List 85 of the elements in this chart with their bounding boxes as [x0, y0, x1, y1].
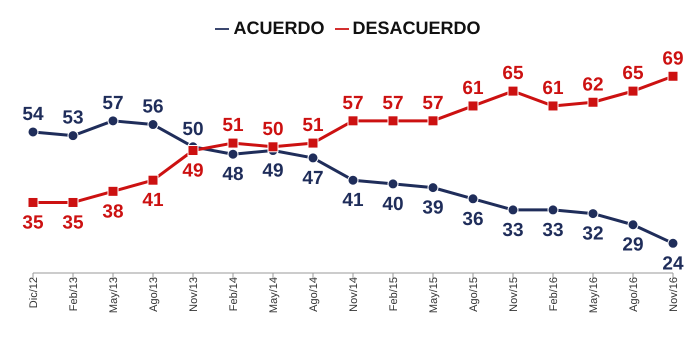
- point: [228, 148, 238, 160]
- point: [188, 145, 198, 156]
- x-tick-label: Nov/13: [188, 277, 200, 312]
- data-label: 41: [342, 190, 364, 212]
- data-label: 33: [502, 220, 524, 241]
- data-label: 51: [302, 115, 324, 136]
- point: [148, 174, 158, 186]
- point: [28, 126, 38, 138]
- data-label: 57: [342, 92, 364, 114]
- x-tick-label: May/13: [108, 277, 120, 314]
- x-tick-label: Ago/15: [468, 277, 480, 312]
- point: [628, 86, 638, 97]
- data-label: 36: [462, 208, 484, 230]
- x-tick-label: Dic/12: [28, 277, 40, 308]
- data-label: 65: [502, 63, 524, 84]
- point: [468, 193, 478, 204]
- data-label: 50: [262, 118, 284, 140]
- x-tick-label: Nov/14: [348, 277, 360, 312]
- data-label: 65: [622, 63, 644, 84]
- point: [468, 100, 478, 112]
- x-tick-label: Ago/14: [308, 277, 320, 312]
- x-tick-label: Feb/14: [228, 277, 240, 312]
- data-label: 38: [102, 201, 124, 222]
- data-label: 35: [62, 212, 84, 234]
- data-label: 57: [422, 92, 444, 114]
- data-label: 35: [22, 212, 44, 234]
- data-label: 69: [662, 48, 684, 70]
- data-label: 50: [182, 118, 204, 140]
- point: [508, 86, 518, 97]
- data-label: 61: [462, 78, 484, 99]
- point: [148, 119, 158, 130]
- point: [308, 138, 318, 149]
- data-label: 40: [382, 194, 404, 215]
- point: [388, 178, 398, 190]
- x-tick-label: Nov/16: [668, 277, 680, 312]
- data-label: 47: [302, 168, 324, 189]
- legend-label: DESACUERDO: [352, 18, 481, 38]
- point: [428, 182, 438, 194]
- point: [28, 196, 38, 208]
- legend-label: ACUERDO: [233, 18, 324, 38]
- point: [108, 115, 118, 126]
- x-tick-label: May/14: [268, 277, 280, 314]
- data-label: 39: [422, 198, 444, 219]
- x-tick-label: Feb/13: [68, 277, 80, 312]
- x-tick-label: Ago/13: [148, 277, 160, 312]
- data-label: 61: [542, 78, 564, 99]
- data-label: 41: [142, 190, 164, 212]
- point: [68, 130, 78, 142]
- point: [428, 115, 438, 126]
- data-label: 32: [582, 224, 604, 245]
- data-label: 48: [222, 164, 244, 186]
- point: [228, 138, 238, 149]
- point: [388, 115, 398, 126]
- data-label: 51: [222, 115, 244, 136]
- point: [348, 115, 358, 126]
- data-label: 53: [62, 108, 84, 129]
- data-label: 54: [22, 104, 44, 125]
- point: [628, 219, 638, 230]
- point: [308, 152, 318, 164]
- data-label: 33: [542, 220, 564, 241]
- data-label: 62: [582, 74, 604, 96]
- x-tick-label: May/16: [588, 277, 600, 314]
- x-tick-label: Ago/16: [628, 277, 640, 312]
- data-label: 49: [182, 160, 204, 182]
- point: [348, 174, 358, 186]
- point: [108, 186, 118, 197]
- x-tick-label: Nov/15: [508, 277, 520, 312]
- point: [508, 204, 518, 216]
- point: [548, 204, 558, 216]
- data-label: 56: [142, 96, 164, 118]
- point: [588, 208, 598, 220]
- data-label: 49: [262, 160, 284, 182]
- x-tick-label: Feb/16: [548, 277, 560, 312]
- x-tick-label: May/15: [428, 277, 440, 314]
- point: [668, 70, 678, 82]
- point: [548, 100, 558, 112]
- x-tick-label: Feb/15: [388, 277, 400, 312]
- data-label: 57: [382, 92, 404, 114]
- point: [68, 196, 78, 208]
- data-label: 24: [662, 253, 684, 274]
- data-label: 29: [622, 234, 644, 256]
- point: [268, 141, 278, 152]
- point: [668, 238, 678, 249]
- data-label: 57: [102, 92, 124, 114]
- point: [588, 96, 598, 108]
